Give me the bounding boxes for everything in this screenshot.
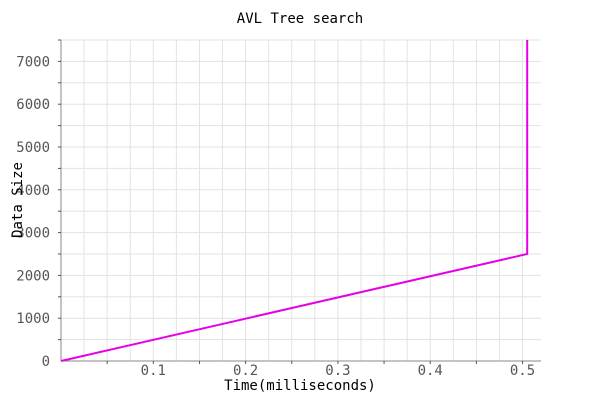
grid <box>61 39 541 361</box>
y-tick-label: 3000 <box>16 226 50 242</box>
axes <box>60 40 541 362</box>
x-axis-label: Time(milliseconds) <box>224 378 376 394</box>
y-tick-label: 7000 <box>16 54 50 70</box>
ticks: 0.1 0.2 0.3 0.4 0.5 0 1000 2000 3000 4000 5000 6000… <box>16 39 535 379</box>
x-tick-label: 0.3 <box>325 363 350 379</box>
chart-title: AVL Tree search <box>237 11 363 27</box>
y-tick-label: 5000 <box>16 140 50 156</box>
y-tick-label: 2000 <box>16 268 50 284</box>
x-tick-label: 0.5 <box>510 363 535 379</box>
x-tick-label: 0.4 <box>418 363 443 379</box>
x-tick-label: 0.2 <box>233 363 258 379</box>
x-tick-label: 0.1 <box>141 363 166 379</box>
y-tick-label: 4000 <box>16 183 50 199</box>
y-tick-label: 6000 <box>16 97 50 113</box>
series-line <box>60 40 529 362</box>
series <box>60 40 529 362</box>
y-tick-label: 0 <box>42 354 50 370</box>
y-tick-label: 1000 <box>16 311 50 327</box>
y-axis-label: Data Size <box>10 162 26 238</box>
